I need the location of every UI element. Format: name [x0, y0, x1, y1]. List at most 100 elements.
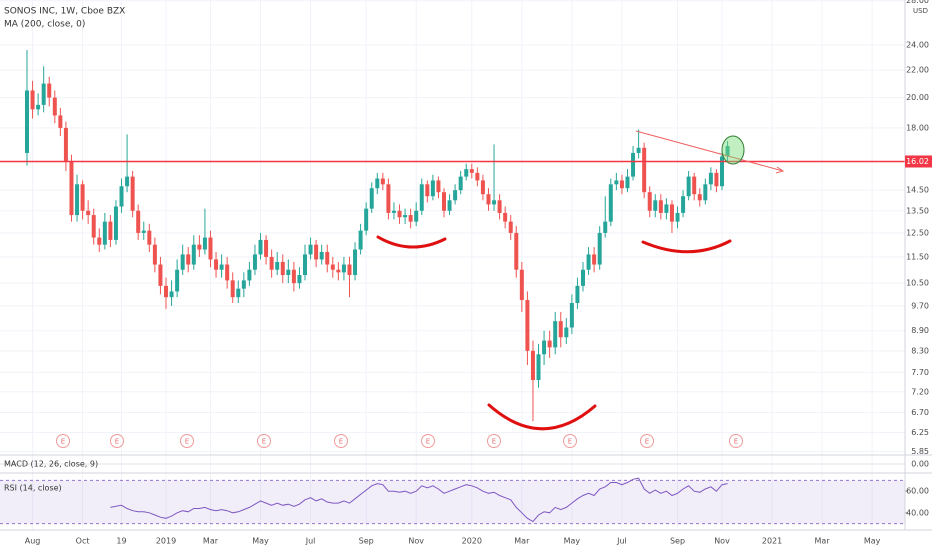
x-tick-label: 2021 [762, 537, 782, 546]
y-tick-label: 6.70 [911, 408, 929, 417]
candle-body [325, 251, 330, 265]
trend-arrow [775, 166, 785, 174]
earnings-label: E [426, 438, 430, 446]
y-tick-label: 28.00 [906, 0, 929, 5]
candle-body [297, 275, 302, 284]
x-tick-label: Nov [714, 537, 730, 546]
candle-body [280, 261, 285, 276]
candle-body [403, 215, 408, 218]
candle-body [191, 244, 196, 265]
candle-body [36, 104, 41, 110]
candle-body [386, 184, 391, 213]
candle-body [180, 254, 185, 270]
earnings-label: E [492, 438, 496, 446]
candle-body [697, 194, 702, 201]
x-tick-label: Jul [616, 537, 627, 546]
shoulder-curve [376, 235, 447, 249]
candle-body [625, 176, 630, 189]
candle-body [364, 208, 369, 231]
candle-body [130, 176, 135, 211]
candle-body [658, 200, 663, 213]
highlight-circle [721, 135, 745, 165]
candle-body [314, 244, 319, 260]
y-tick-label: 8.90 [911, 326, 929, 335]
candle-body [236, 288, 241, 298]
candle-body [113, 206, 118, 240]
candle-body [252, 254, 257, 270]
candle-body [197, 244, 202, 250]
candle-body [347, 264, 352, 276]
rsi-tick-label: 60.00 [906, 487, 929, 496]
candle-body [614, 180, 619, 185]
y-tick-label: 13.50 [906, 206, 929, 215]
candle-body [569, 302, 574, 328]
x-tick-label: May [252, 537, 269, 546]
candle-body [692, 176, 697, 195]
y-tick-label: 7.20 [911, 387, 929, 396]
rsi-band-fill [0, 480, 905, 524]
candle-body [241, 280, 246, 289]
candle-body [592, 254, 597, 265]
candle-body [608, 184, 613, 222]
y-tick-label: 20.00 [906, 93, 929, 102]
earnings-marker [421, 434, 435, 448]
candle-body [519, 269, 524, 301]
candle-body [303, 254, 307, 276]
candle-body [514, 232, 519, 270]
ma-label: MA (200, close, 0) [4, 20, 85, 30]
candle-body [63, 127, 68, 162]
candle-body [41, 83, 46, 105]
symbol-title: SONOS INC, 1W, Cboe BZX [4, 7, 125, 17]
earnings-marker [563, 434, 577, 448]
macd-label: MACD (12, 26, close, 9) [4, 460, 98, 469]
candle-body [636, 147, 641, 153]
labels: 28.00 24.00 22.00 20.00 18.00 14.50 13.50 12.50… [25, 0, 932, 546]
candle-body [586, 254, 591, 270]
candle-body [714, 172, 719, 187]
candle-body [458, 176, 463, 191]
x-tick-label: Jul [305, 537, 316, 546]
currency: USD [913, 7, 928, 15]
candle-body [408, 215, 413, 222]
candle-body [397, 210, 402, 218]
candle-body [152, 244, 157, 265]
candle-body [52, 97, 57, 116]
candle-body [669, 204, 674, 222]
candle-body [125, 176, 130, 187]
earnings-label: E [339, 438, 343, 446]
y-tick-label: 7.70 [911, 368, 929, 377]
y-tick-label: 22.00 [906, 66, 929, 75]
candle-body [530, 350, 535, 380]
candle-body [30, 90, 35, 110]
candle-body [536, 354, 541, 380]
candle-body [336, 269, 341, 273]
x-tick-label: Sep [670, 537, 685, 546]
x-tick-label: 2020 [462, 537, 482, 546]
candle-body [564, 327, 569, 338]
candle-body [58, 115, 63, 128]
candle-body [208, 237, 213, 260]
earnings-marker [729, 434, 743, 448]
candle-body [102, 221, 107, 245]
candle-body [247, 269, 252, 281]
marks [0, 49, 905, 523]
candle-body [453, 190, 458, 201]
candle-body [436, 180, 441, 193]
y-tick-label: 24.00 [906, 41, 929, 50]
y-tick-label: 14.50 [906, 186, 929, 195]
candle-body [108, 221, 113, 240]
candle-body [75, 184, 80, 216]
y-tick-label: 9.70 [911, 301, 929, 310]
candle-body [442, 192, 446, 211]
rsi-tick-label: 40.00 [906, 508, 929, 517]
candle-body [308, 244, 313, 255]
candle-body [214, 259, 219, 270]
candle-body [164, 285, 168, 298]
candle-body [686, 176, 691, 197]
candle-body [264, 239, 269, 257]
candle-body [708, 172, 713, 185]
candle-body [647, 192, 652, 211]
drawings [376, 130, 785, 431]
